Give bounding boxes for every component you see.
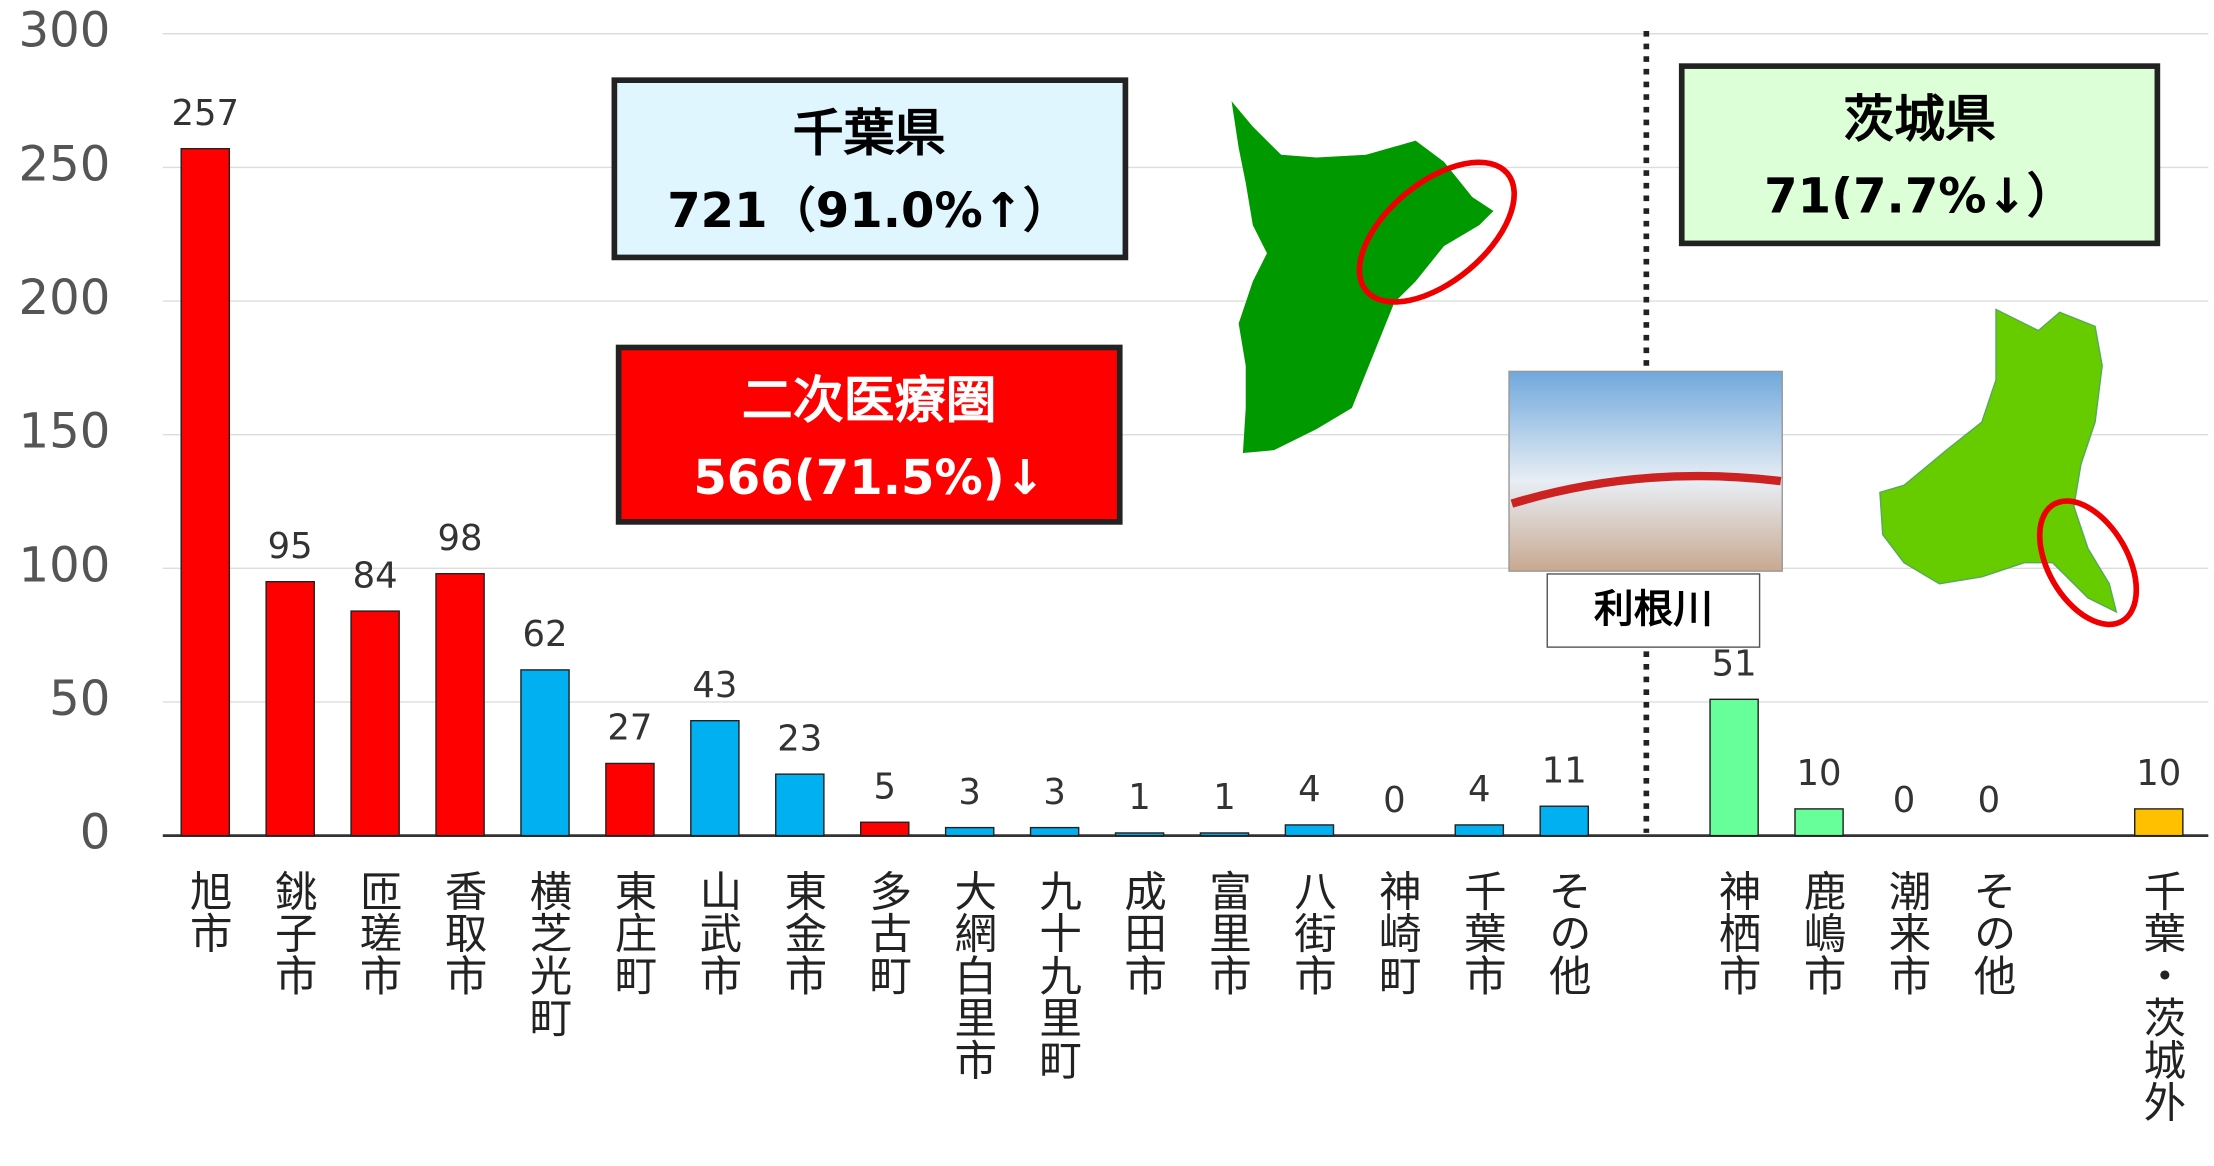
value-label: 10 <box>1797 753 1842 794</box>
annotations: 千葉県 721（91.0%↑） 二次医療圏 566(71.5%)↓ 茨城県 71(7.7%… <box>667 89 2075 632</box>
value-label: 0 <box>1893 780 1916 821</box>
ibaraki-map <box>1879 308 2118 614</box>
x-tick-label: 富里市 <box>1203 869 1252 996</box>
x-tick-label: 九十九里町 <box>1033 869 1082 1080</box>
x-tick-label: 銚子市 <box>269 869 318 996</box>
x-tick-label: 香取市 <box>439 869 488 996</box>
bar <box>1454 824 1505 837</box>
bar <box>180 147 231 837</box>
photo <box>1508 370 1783 572</box>
bar <box>520 669 570 837</box>
bar <box>1029 826 1080 837</box>
x-tick-label: 大網白里市 <box>948 869 997 1080</box>
y-tick-label: 250 <box>19 137 111 193</box>
x-tick-label: 潮来市 <box>1882 869 1931 996</box>
x-tick-label: 東庄町 <box>608 869 657 996</box>
bar <box>1199 832 1250 837</box>
highlight-ring <box>1356 159 1518 305</box>
value-label: 257 <box>172 93 240 134</box>
y-tick-label: 150 <box>19 404 111 460</box>
bar <box>1284 824 1335 837</box>
secondary-box <box>615 344 1123 525</box>
value-label: 98 <box>438 518 483 559</box>
x-tick-label: その他 <box>1543 869 1592 996</box>
value-label: 1 <box>1128 777 1151 818</box>
value-label: 4 <box>1298 769 1321 810</box>
x-tick-label: 千葉・茨城外 <box>2137 869 2186 1122</box>
x-tick-label: 神栖市 <box>1713 869 1762 996</box>
value-label: 5 <box>873 767 896 808</box>
highlight-ring <box>2036 498 2140 628</box>
x-tick-label: 東金市 <box>778 869 827 996</box>
annotation: 千葉県 <box>793 104 946 163</box>
value-label: 10 <box>2136 753 2181 794</box>
value-label: 0 <box>1978 780 2001 821</box>
value-label: 3 <box>958 772 981 813</box>
chiba-box <box>611 77 1129 261</box>
x-tick-label: 旭市 <box>184 869 233 953</box>
bar <box>265 581 315 837</box>
bar <box>775 773 825 837</box>
annotation: 721（91.0%↑） <box>667 183 1071 239</box>
x-tick-label: 横芝光町 <box>523 869 572 1038</box>
x-tick-label: 匝瑳市 <box>354 869 403 996</box>
bar <box>1709 698 1759 837</box>
value-label: 11 <box>1542 751 1587 792</box>
value-label: 43 <box>692 665 737 706</box>
bar <box>605 762 655 837</box>
value-label: 4 <box>1468 769 1491 810</box>
photo-bridge <box>1510 471 1782 508</box>
annotation: 566(71.5%)↓ <box>693 450 1045 506</box>
annotation: 利根川 <box>1594 587 1713 633</box>
annotation: 二次医療圏 <box>742 371 997 430</box>
x-tick-label: その他 <box>1967 869 2016 996</box>
bar <box>1539 805 1590 837</box>
value-label: 27 <box>607 708 652 749</box>
bar <box>2134 808 2184 837</box>
value-label: 1 <box>1213 777 1236 818</box>
value-label: 3 <box>1043 772 1066 813</box>
annotation: 71(7.7%↓） <box>1764 169 2075 225</box>
y-tick-label: 300 <box>19 3 111 59</box>
bar <box>859 821 910 837</box>
x-tick-label: 成田市 <box>1118 869 1167 996</box>
ibaraki-box <box>1678 63 2161 247</box>
annotation: 茨城県 <box>1843 89 1996 148</box>
value-label: 51 <box>1712 644 1757 685</box>
value-label: 62 <box>522 614 567 655</box>
y-tick-label: 200 <box>19 270 111 326</box>
bar <box>350 610 400 837</box>
caption-box <box>1546 573 1761 648</box>
y-tick-label: 50 <box>49 671 110 727</box>
value-label: 23 <box>777 718 822 759</box>
value-label: 95 <box>268 526 313 567</box>
x-tick-label: 八街市 <box>1288 869 1337 996</box>
value-label: 84 <box>353 555 398 596</box>
bar <box>435 572 485 837</box>
bar <box>690 719 740 837</box>
x-tick-label: 多古町 <box>863 869 912 996</box>
x-tick-label: 山武市 <box>693 869 742 996</box>
y-tick-label: 0 <box>80 805 111 861</box>
y-tick-label: 100 <box>19 537 111 593</box>
bars: 旭市257銚子市95匝瑳市84香取市98横芝光町62東庄町27山武市43東金市2… <box>172 93 2187 1123</box>
bar <box>1794 808 1844 837</box>
x-tick-label: 神崎町 <box>1373 869 1422 996</box>
x-tick-label: 鹿嶋市 <box>1797 869 1846 996</box>
bar <box>1114 832 1165 837</box>
x-tick-label: 千葉市 <box>1458 869 1507 996</box>
bar <box>944 826 995 837</box>
value-label: 0 <box>1383 780 1406 821</box>
